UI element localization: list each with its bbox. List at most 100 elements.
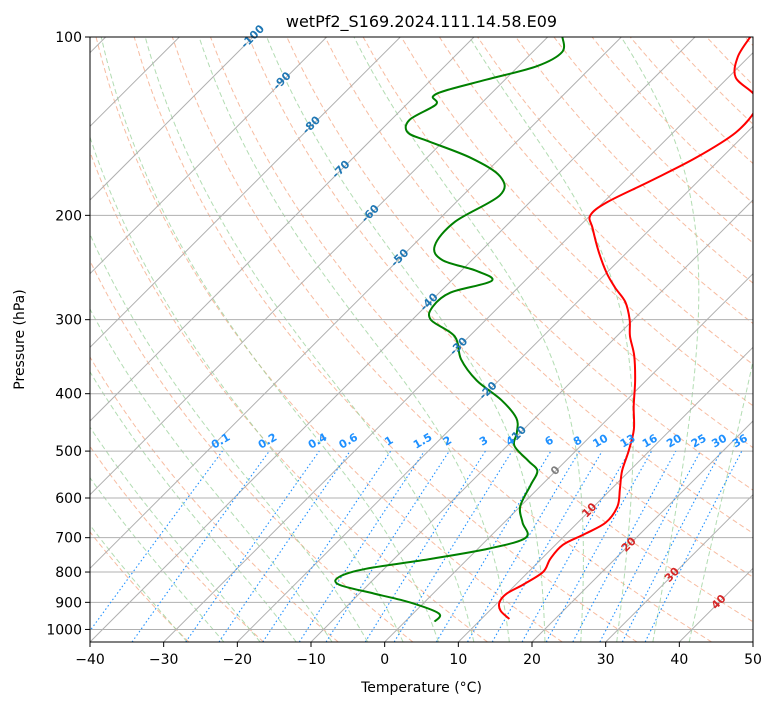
x-tick-label: 40 bbox=[670, 652, 688, 668]
x-tick-label: 0 bbox=[380, 652, 389, 668]
mixing-ratio-line bbox=[262, 450, 392, 642]
moist-adiabat bbox=[90, 524, 188, 642]
mixing-ratio-label: 1 bbox=[382, 434, 395, 449]
isotherm-line bbox=[236, 125, 753, 642]
y-tick-label: 300 bbox=[55, 313, 82, 329]
dry-adiabat bbox=[90, 531, 190, 642]
dry-adiabat bbox=[133, 37, 638, 642]
dry-adiabat bbox=[95, 37, 563, 642]
mixing-ratio-line bbox=[218, 450, 351, 642]
mixing-ratio-line bbox=[545, 450, 653, 642]
dry-adiabat bbox=[210, 37, 753, 623]
dry-adiabat bbox=[400, 37, 753, 407]
mixing-ratio-line bbox=[185, 450, 320, 642]
x-tick-label: −30 bbox=[149, 652, 179, 668]
x-axis-label: Temperature (°C) bbox=[360, 680, 482, 696]
mixing-ratio-label: 0.4 bbox=[306, 430, 330, 451]
y-tick-label: 800 bbox=[55, 565, 82, 581]
moist-adiabat bbox=[198, 37, 510, 642]
mixing-ratio-label: 8 bbox=[571, 434, 584, 449]
mixing-ratio-line bbox=[599, 450, 702, 642]
isotherm-line bbox=[90, 37, 328, 275]
mixing-ratio-line bbox=[325, 450, 450, 642]
isotherm-line bbox=[752, 641, 753, 642]
moist-adiabat bbox=[90, 476, 225, 642]
moist-adiabat bbox=[620, 37, 700, 642]
dry-adiabat bbox=[248, 37, 753, 578]
plot-frame bbox=[89, 36, 754, 643]
isotherm-line bbox=[384, 272, 753, 642]
mixing-ratio-line bbox=[90, 450, 223, 632]
isotherm-line bbox=[457, 346, 753, 642]
isotherm-line bbox=[531, 420, 753, 642]
dry-adiabat bbox=[668, 37, 753, 125]
x-tick-label: 20 bbox=[523, 652, 541, 668]
mixing-ratio-label: 13 bbox=[618, 432, 638, 451]
isotherm-label: -80 bbox=[300, 113, 323, 136]
mixing-ratio-line bbox=[572, 450, 677, 642]
y-tick-label: 700 bbox=[55, 531, 82, 547]
isotherm-line bbox=[90, 37, 475, 422]
moist-adiabat bbox=[100, 37, 439, 642]
mixing-ratio-line bbox=[644, 450, 743, 642]
dry-adiabat bbox=[171, 37, 712, 642]
dry-adiabat bbox=[591, 37, 753, 204]
isotherm-line bbox=[90, 37, 622, 570]
mixing-ratio-label: 10 bbox=[591, 431, 611, 450]
isotherm-line bbox=[90, 37, 401, 349]
moist-adiabat bbox=[469, 37, 634, 642]
moist-adiabat bbox=[144, 37, 475, 642]
mixing-ratio-label: 36 bbox=[730, 431, 750, 450]
x-tick-label: −10 bbox=[296, 652, 326, 668]
mixing-ratio-line bbox=[521, 450, 630, 642]
dry-adiabat bbox=[324, 37, 753, 491]
isotherm-line bbox=[605, 493, 753, 642]
x-tick-label: 10 bbox=[449, 652, 467, 668]
isotherm-label: -60 bbox=[359, 202, 382, 225]
isotherm-line bbox=[310, 199, 753, 642]
mixing-ratio-label: 3 bbox=[477, 434, 490, 449]
x-tick-label: 30 bbox=[597, 652, 615, 668]
moist-adiabat bbox=[90, 233, 369, 642]
y-tick-label: 500 bbox=[55, 444, 82, 460]
mixing-ratio-line bbox=[393, 450, 513, 642]
isotherm-line bbox=[163, 51, 753, 642]
y-tick-label: 400 bbox=[55, 387, 82, 403]
plot-background bbox=[90, 37, 753, 642]
dry-adiabat bbox=[439, 37, 753, 366]
chart-title: wetPf2_S169.2024.111.14.58.E09 bbox=[286, 12, 557, 32]
mixing-ratio-line bbox=[621, 450, 722, 642]
x-tick-label: 50 bbox=[744, 652, 762, 668]
dry-adiabat bbox=[90, 259, 414, 642]
x-tick-label: −40 bbox=[75, 652, 105, 668]
x-tick-label: −20 bbox=[223, 652, 253, 668]
moist-adiabat bbox=[90, 308, 333, 642]
dry-adiabat bbox=[90, 150, 488, 642]
mixing-ratio-label: 2 bbox=[441, 434, 454, 449]
axes: −40 −30 −20 −10 0 10 20 30 40 5010020030040050060… bbox=[46, 30, 762, 668]
isotherm-label: -90 bbox=[270, 69, 293, 92]
isotherm-line bbox=[90, 37, 696, 642]
isotherm-label: -40 bbox=[418, 290, 441, 313]
moist-adiabat bbox=[90, 426, 261, 642]
isotherm-line bbox=[678, 567, 753, 642]
mixing-ratio-label: 6 bbox=[543, 433, 556, 448]
plot-annotations: -100-90-80-70-60-50-40-30-20-100.1 0.2 0.4… bbox=[209, 22, 750, 612]
dry-adiabat bbox=[90, 445, 264, 642]
mixing-ratio-line bbox=[131, 450, 270, 642]
moist-adiabat bbox=[90, 135, 404, 642]
dewpoint-profile bbox=[334, 37, 566, 623]
y-tick-label: 600 bbox=[55, 491, 82, 507]
moist-adiabat bbox=[353, 37, 584, 642]
mixing-ratio-label: 0.1 bbox=[209, 431, 232, 452]
mixing-ratio-label: 25 bbox=[689, 432, 709, 451]
moist-adiabat bbox=[266, 37, 546, 642]
wetbulb-label: 30 bbox=[662, 565, 682, 585]
y-tick-label: 900 bbox=[55, 595, 82, 611]
moist-adiabat bbox=[688, 358, 753, 642]
isotherm-label: -50 bbox=[388, 246, 411, 269]
y-tick-label: 200 bbox=[55, 208, 82, 224]
dry-adiabat bbox=[362, 37, 753, 449]
y-tick-label: 1000 bbox=[46, 622, 82, 638]
